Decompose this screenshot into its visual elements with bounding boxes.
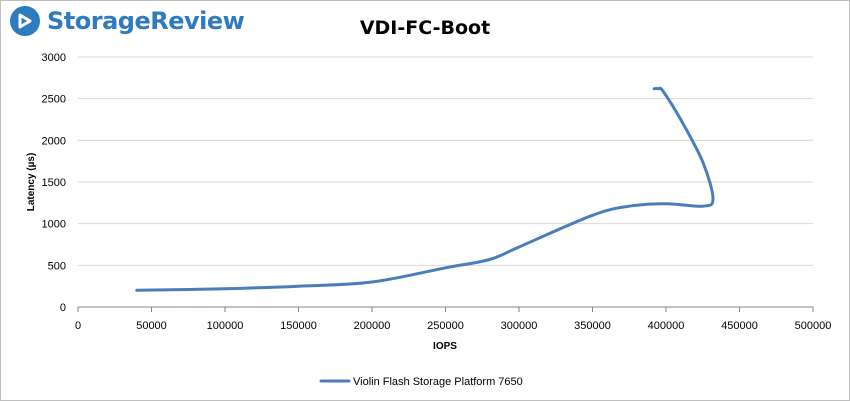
- y-tick-label: 2000: [42, 135, 66, 147]
- legend-label: Violin Flash Storage Platform 7650: [353, 376, 523, 388]
- x-tick-label: 0: [75, 320, 81, 332]
- brand-name: StorageReview: [47, 7, 245, 35]
- x-tick-label: 450000: [721, 320, 758, 332]
- x-tick-label: 350000: [574, 320, 611, 332]
- x-tick-label: 500000: [795, 320, 832, 332]
- x-axis-ticks: 0 50000 100000 150000 200000 250000 300000 3500…: [75, 307, 831, 332]
- y-tick-label: 3000: [42, 52, 66, 64]
- series-layer: [135, 86, 715, 292]
- x-tick-label: 400000: [648, 320, 685, 332]
- y-tick-label: 1500: [42, 177, 66, 189]
- series-line-0: [135, 86, 715, 292]
- y-tick-label: 500: [48, 260, 66, 272]
- x-tick-label: 100000: [207, 320, 244, 332]
- storagereview-logo-icon: [10, 6, 40, 36]
- gridlines: [78, 56, 813, 266]
- y-tick-label: 1000: [42, 219, 66, 231]
- y-tick-label: 0: [60, 302, 66, 314]
- y-axis-title: Latency (µs): [26, 153, 37, 212]
- x-tick-label: 300000: [501, 320, 538, 332]
- legend: Violin Flash Storage Platform 7650: [319, 376, 523, 388]
- x-tick-label: 200000: [354, 320, 391, 332]
- y-tick-label: 2500: [42, 94, 66, 106]
- x-tick-label: 150000: [280, 320, 317, 332]
- x-tick-label: 50000: [136, 320, 167, 332]
- y-axis-ticks: 0 500 1000 1500 2000 2500 3000: [42, 52, 66, 314]
- x-tick-label: 250000: [427, 320, 464, 332]
- chart-title: VDI-FC-Boot: [360, 17, 490, 39]
- brand-logo: StorageReview: [9, 5, 245, 37]
- x-axis-title: IOPS: [433, 341, 457, 352]
